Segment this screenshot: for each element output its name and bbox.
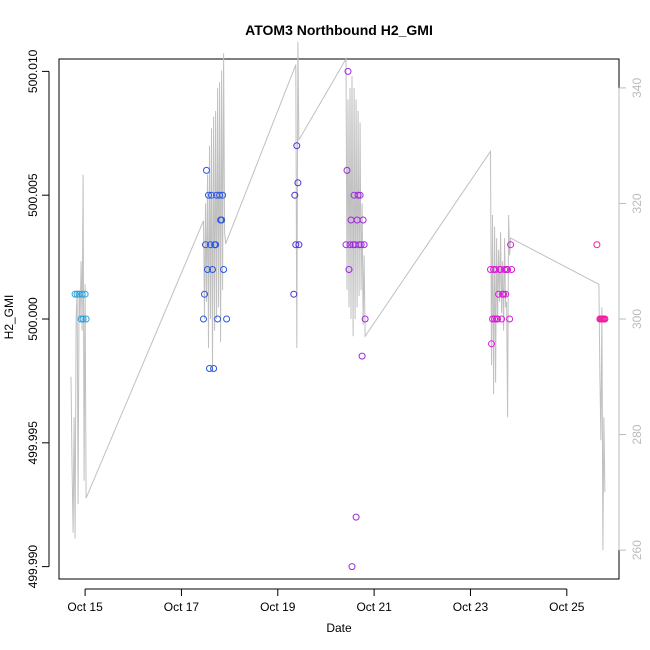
data-point [295,241,303,249]
data-point [291,191,299,199]
data-point [200,315,207,323]
points-layer [71,67,609,571]
data-point [508,266,516,273]
y-tick-label: 499.990 [26,545,40,589]
y-tick-label: 500.000 [26,297,40,341]
data-point [219,191,227,199]
data-point [208,191,215,199]
data-point [355,241,363,249]
secondary-line-layer [70,41,606,551]
data-point [209,266,216,273]
data-point [346,241,354,249]
data-point [506,315,514,323]
data-point [489,315,496,323]
data-point [357,241,365,249]
data-point [501,266,509,273]
data-point [205,191,212,199]
data-point [361,315,369,323]
data-point [500,290,508,298]
data-point [488,340,495,348]
data-point [207,241,214,249]
y2-tick-label: 300 [630,309,644,329]
y2-tick-label: 340 [630,78,644,98]
data-point [79,315,87,323]
data-point [294,179,302,187]
x-tick-label: Oct 17 [164,600,200,614]
data-point [203,166,210,174]
data-point [81,290,89,298]
data-point [359,216,367,224]
data-point [212,241,220,249]
data-point [344,67,352,75]
data-point [342,241,350,249]
data-point [492,266,500,273]
data-point [214,315,222,323]
data-point [487,266,494,273]
chart-title: ATOM3 Northbound H2_GMI [245,22,433,38]
x-tick-label: Oct 19 [260,600,296,614]
y2-tick-label: 320 [630,193,644,213]
data-point [220,266,228,273]
data-point [348,563,356,571]
data-point [78,290,86,298]
data-point [204,266,211,273]
data-point [293,142,301,150]
data-point [290,290,298,298]
x-tick-label: Oct 25 [549,600,585,614]
data-point [343,166,351,174]
y-tick-label: 500.010 [26,49,40,93]
data-point [345,266,353,273]
data-point [495,290,503,298]
data-point [354,191,362,199]
data-point [491,315,499,323]
data-point [601,315,609,323]
data-point [502,290,510,298]
x-tick-label: Oct 21 [356,600,392,614]
y-axis-label: H2_GMI [2,295,16,340]
y2-tick-label: 280 [630,424,644,444]
data-point [216,191,224,199]
data-point [210,365,218,372]
y-tick-label: 500.005 [26,173,40,217]
x-axis-label: Date [326,621,352,635]
data-point [77,315,85,323]
plot-box [58,58,620,580]
data-point [71,290,79,298]
x-tick-label: Oct 15 [67,600,103,614]
x-tick-label: Oct 23 [453,600,489,614]
data-point [494,315,502,323]
data-point [356,191,364,199]
data-point [201,290,208,298]
data-point [206,365,213,372]
data-point [504,266,512,273]
y2-tick-label: 260 [630,540,644,560]
data-point [202,241,209,249]
data-point [358,352,366,360]
y-tick-label: 499.995 [26,421,40,465]
data-point [352,513,360,521]
axes-layer: Oct 15 Oct 17 Oct 19 Oct 21 Oct 23 Oct 25 499.… [26,49,644,614]
secondary-series-line [70,41,606,551]
data-point [498,315,506,323]
data-point [223,315,231,323]
data-point [292,241,300,249]
data-point [360,241,368,249]
data-point [82,315,90,323]
data-point [507,241,515,249]
data-point [593,241,601,249]
data-point [73,290,81,298]
data-point [218,216,226,224]
